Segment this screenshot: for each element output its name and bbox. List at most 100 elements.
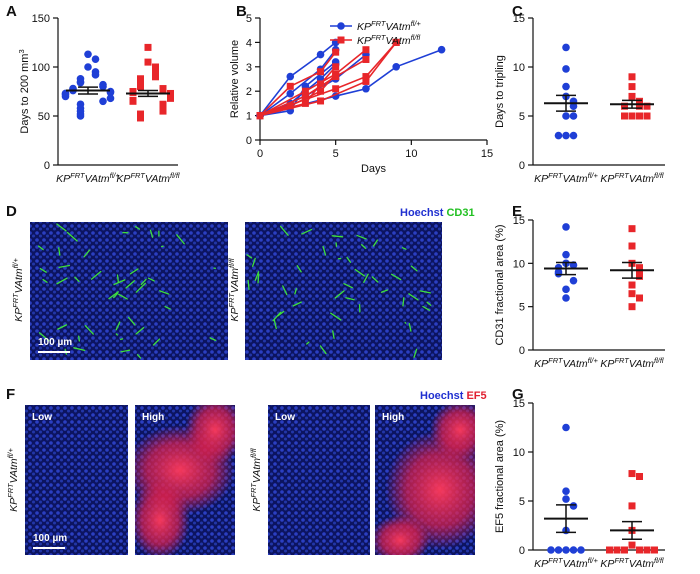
label-part: FRT: [11, 292, 20, 308]
point: [636, 102, 643, 110]
genotype-label: KPFRTVAtmfl/+: [11, 257, 25, 321]
point: [562, 285, 570, 294]
x-tick-label: 5: [333, 148, 339, 160]
stain: Hoechst: [400, 207, 444, 219]
y-axis-label: Days to 200 mm3: [17, 49, 31, 133]
y-tick-label: 15: [513, 13, 525, 25]
y-tick-label: 4: [246, 37, 252, 49]
label-part: VAtm: [385, 35, 410, 47]
point: [159, 107, 167, 115]
label-part: fl/+: [588, 356, 599, 365]
vessel: [401, 247, 407, 250]
point: [636, 546, 643, 554]
point: [84, 50, 92, 59]
micrograph: [268, 405, 370, 555]
label-part: VAtm: [629, 173, 654, 185]
vessel: [152, 338, 161, 346]
label-part: KP: [251, 498, 263, 512]
stain: EF5: [466, 390, 486, 402]
vessel: [272, 311, 282, 322]
vessel: [136, 354, 142, 359]
point: [621, 102, 628, 110]
point: [159, 87, 167, 95]
point: [562, 82, 570, 91]
y-tick-label: 10: [513, 258, 525, 270]
point: [628, 281, 636, 289]
point: [628, 225, 636, 233]
point: [621, 112, 628, 120]
point: [562, 487, 570, 496]
y-tick-label: 10: [513, 447, 525, 459]
y-axis-label: EF5 fractional area (%): [494, 420, 506, 533]
y-tick-label: 0: [519, 345, 525, 357]
point: [301, 92, 309, 100]
point: [613, 546, 621, 554]
x-tick-label: KPFRTVAtmfl/fl: [600, 556, 663, 570]
label-part: FRT: [371, 19, 387, 28]
point: [562, 294, 570, 302]
point: [437, 45, 446, 54]
label-part: KP: [534, 558, 548, 570]
y-tick-label: 150: [32, 13, 50, 25]
vessel: [306, 341, 310, 345]
x-tick-label: KPFRTVAtmfl/+: [534, 171, 598, 185]
label-part: KP: [357, 35, 371, 47]
legend-label: KPFRTVAtmfl/fl: [357, 33, 420, 47]
label-part: VAtm: [563, 558, 588, 570]
label-part: VAtm: [8, 458, 20, 483]
label-part: fl/fl: [654, 171, 664, 180]
vessel: [116, 274, 120, 283]
series-line: [259, 41, 397, 117]
point: [152, 68, 159, 76]
point: [332, 70, 340, 78]
ef5-signal: [375, 405, 475, 555]
point: [636, 473, 643, 480]
point: [643, 546, 651, 554]
y-tick-label: 10: [513, 62, 525, 74]
vessel: [58, 264, 71, 268]
point: [392, 63, 401, 71]
point: [286, 82, 294, 90]
point: [152, 73, 159, 81]
point: [61, 92, 70, 101]
point: [651, 546, 658, 554]
vessel: [380, 289, 389, 293]
vessel: [140, 278, 147, 286]
label-part: FRT: [548, 356, 564, 365]
vessel: [38, 332, 50, 342]
panel-letter: G: [512, 386, 524, 403]
vessel: [319, 345, 327, 355]
point: [636, 264, 643, 272]
point: [643, 112, 651, 120]
vessel: [354, 268, 365, 277]
point: [554, 269, 563, 278]
vessel: [90, 270, 102, 280]
vessel: [39, 267, 47, 273]
label-part: fl/fl: [249, 448, 258, 458]
point: [547, 546, 555, 554]
point: [628, 73, 636, 81]
vessel: [129, 268, 139, 275]
point: [317, 97, 325, 105]
vessel: [120, 349, 131, 353]
point: [106, 94, 115, 103]
stain: CD31: [446, 207, 474, 219]
vessel: [294, 288, 298, 295]
y-tick-label: 0: [246, 135, 252, 147]
legend-marker: [337, 36, 345, 44]
x-tick-label: KPFRTVAtmfl/fl: [116, 171, 179, 185]
point: [362, 46, 370, 54]
vessel: [296, 265, 302, 273]
label-part: FRT: [6, 482, 15, 498]
label-part: fl/fl: [170, 171, 180, 180]
point: [628, 92, 636, 100]
vessel: [334, 290, 345, 299]
point: [562, 250, 570, 259]
label-part: VAtm: [629, 358, 654, 370]
vessel: [58, 247, 61, 256]
genotype-label: KPFRTVAtmfl/fl: [227, 258, 241, 321]
label-part: FRT: [371, 33, 387, 42]
y-tick-label: 0: [519, 545, 525, 557]
ef5-signal: [135, 405, 235, 555]
label-part: fl/fl: [654, 356, 664, 365]
